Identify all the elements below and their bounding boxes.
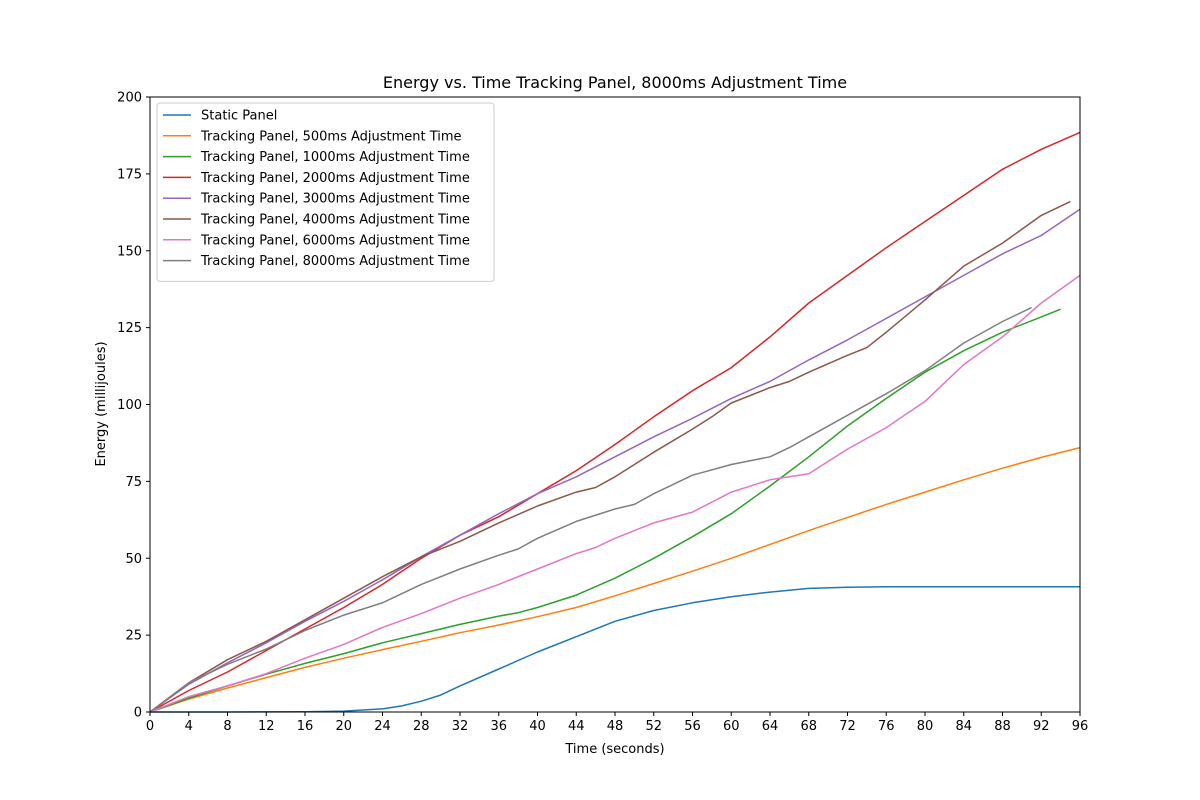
x-tick-label: 20 bbox=[335, 719, 352, 734]
x-tick-label: 52 bbox=[645, 719, 662, 734]
series-line-4 bbox=[149, 131, 1081, 713]
legend-box bbox=[156, 102, 495, 282]
series-line-6 bbox=[149, 200, 1071, 713]
legend-label: Tracking Panel, 500ms Adjustment Time bbox=[200, 129, 462, 144]
series-line-7 bbox=[149, 274, 1081, 713]
x-tick-label: 92 bbox=[1033, 719, 1050, 734]
x-tick-label: 60 bbox=[723, 719, 740, 734]
x-tick-label: 68 bbox=[800, 719, 817, 734]
series-line-5 bbox=[149, 208, 1081, 713]
x-tick-label: 44 bbox=[568, 719, 585, 734]
x-tick-label: 88 bbox=[994, 719, 1011, 734]
series-line-2 bbox=[149, 446, 1081, 713]
legend-label: Tracking Panel, 6000ms Adjustment Time bbox=[200, 233, 470, 248]
x-tick-label: 36 bbox=[490, 719, 507, 734]
legend-label: Tracking Panel, 8000ms Adjustment Time bbox=[200, 254, 470, 269]
series-line-3 bbox=[149, 308, 1061, 713]
x-tick-label: 76 bbox=[878, 719, 895, 734]
x-tick-label: 32 bbox=[452, 719, 469, 734]
y-axis-label: Energy (millijoules) bbox=[94, 341, 109, 466]
x-tick-label: 80 bbox=[917, 719, 934, 734]
y-tick-label: 0 bbox=[134, 706, 142, 721]
x-tick-label: 72 bbox=[839, 719, 856, 734]
x-tick-label: 84 bbox=[955, 719, 972, 734]
y-tick-label: 175 bbox=[117, 167, 142, 182]
x-tick-label: 56 bbox=[684, 719, 701, 734]
y-tick-label: 200 bbox=[117, 91, 142, 106]
x-axis-label: Time (seconds) bbox=[564, 742, 664, 757]
x-tick-label: 64 bbox=[762, 719, 779, 734]
legend-label: Tracking Panel, 1000ms Adjustment Time bbox=[200, 150, 470, 165]
x-tick-label: 28 bbox=[413, 719, 430, 734]
legend-label: Tracking Panel, 3000ms Adjustment Time bbox=[200, 192, 470, 207]
y-tick-label: 25 bbox=[125, 629, 142, 644]
x-tick-label: 8 bbox=[223, 719, 231, 734]
x-tick-label: 4 bbox=[185, 719, 193, 734]
y-tick-label: 100 bbox=[117, 398, 142, 413]
axis-ticks: 0 4 8 12 16 20 24 28 32 36 40 44 48 52 56 60 64 68 72 76 80 8… bbox=[117, 91, 1088, 735]
legend-label: Static Panel bbox=[201, 109, 277, 124]
y-tick-label: 50 bbox=[125, 552, 142, 567]
x-tick-label: 40 bbox=[529, 719, 546, 734]
legend: Static Panel Tracking Panel, 500ms Adjust… bbox=[156, 102, 495, 282]
y-tick-label: 150 bbox=[117, 244, 142, 259]
legend-label: Tracking Panel, 4000ms Adjustment Time bbox=[200, 213, 470, 228]
x-tick-label: 24 bbox=[374, 719, 391, 734]
series-line-8 bbox=[149, 306, 1032, 713]
x-tick-label: 48 bbox=[607, 719, 624, 734]
chart-title: Energy vs. Time Tracking Panel, 8000ms A… bbox=[383, 73, 847, 92]
x-tick-label: 12 bbox=[258, 719, 275, 734]
legend-label: Tracking Panel, 2000ms Adjustment Time bbox=[200, 171, 470, 186]
x-tick-label: 0 bbox=[146, 719, 154, 734]
x-tick-label: 16 bbox=[297, 719, 314, 734]
y-tick-label: 125 bbox=[117, 321, 142, 336]
series-line-1 bbox=[150, 586, 1080, 713]
x-tick-label: 96 bbox=[1072, 719, 1089, 734]
y-tick-label: 75 bbox=[125, 475, 142, 490]
